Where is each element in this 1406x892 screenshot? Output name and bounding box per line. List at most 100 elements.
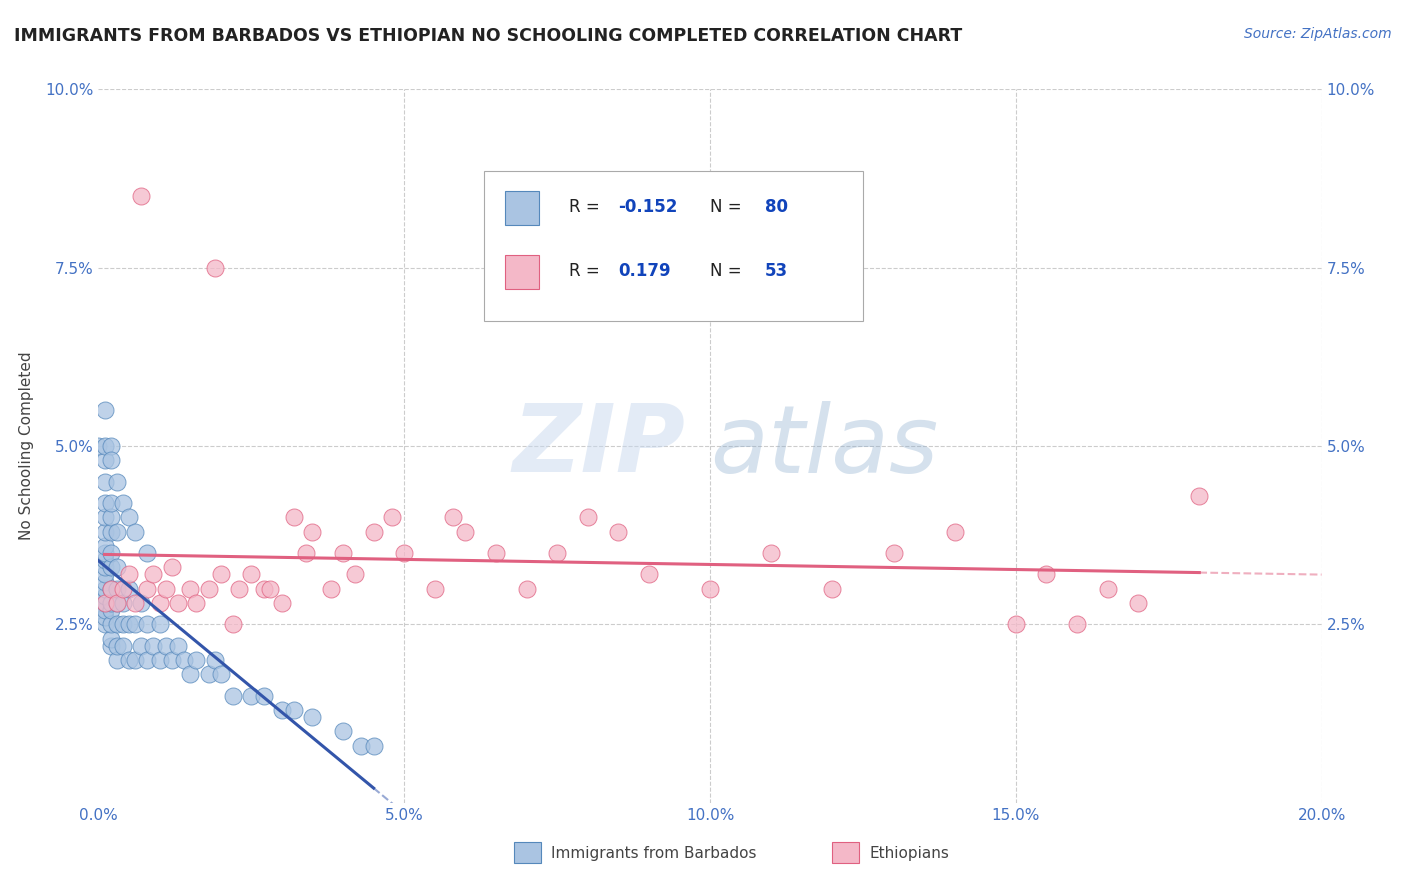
Point — [160, 653, 183, 667]
Text: R =: R = — [569, 198, 606, 216]
Point — [105, 653, 128, 667]
Point — [136, 653, 159, 667]
Point — [93, 510, 115, 524]
Point — [149, 617, 172, 632]
Point — [100, 510, 122, 524]
Point — [270, 703, 292, 717]
Point — [87, 596, 110, 610]
Point — [228, 582, 250, 596]
Point — [155, 582, 177, 596]
Point — [344, 567, 367, 582]
Point — [363, 739, 385, 753]
Point — [124, 524, 146, 539]
Point — [111, 639, 134, 653]
Point — [1004, 617, 1026, 632]
Point — [252, 689, 274, 703]
FancyBboxPatch shape — [484, 171, 863, 321]
Point — [173, 653, 195, 667]
Point — [93, 524, 115, 539]
Point — [485, 546, 508, 560]
Point — [105, 596, 128, 610]
Point — [100, 617, 122, 632]
Point — [93, 403, 115, 417]
Point — [129, 189, 152, 203]
Point — [100, 496, 122, 510]
Point — [699, 582, 721, 596]
Point — [283, 510, 305, 524]
Point — [167, 639, 190, 653]
Point — [441, 510, 464, 524]
Point — [111, 596, 134, 610]
Point — [167, 596, 190, 610]
Point — [204, 260, 226, 275]
Text: IMMIGRANTS FROM BARBADOS VS ETHIOPIAN NO SCHOOLING COMPLETED CORRELATION CHART: IMMIGRANTS FROM BARBADOS VS ETHIOPIAN NO… — [14, 27, 962, 45]
Point — [149, 653, 172, 667]
Point — [93, 496, 115, 510]
Point — [129, 596, 152, 610]
Point — [93, 439, 115, 453]
Bar — [832, 842, 859, 863]
Text: R =: R = — [569, 262, 606, 280]
Point — [637, 567, 661, 582]
Point — [186, 653, 208, 667]
Point — [240, 689, 263, 703]
Point — [136, 582, 159, 596]
Text: N =: N = — [710, 262, 741, 280]
Point — [124, 653, 146, 667]
Point — [222, 617, 245, 632]
Y-axis label: No Schooling Completed: No Schooling Completed — [20, 351, 34, 541]
Point — [87, 603, 110, 617]
Point — [1188, 489, 1211, 503]
Point — [160, 560, 183, 574]
Text: N =: N = — [710, 198, 741, 216]
Text: 0.179: 0.179 — [619, 262, 671, 280]
Point — [105, 475, 128, 489]
Point — [100, 632, 122, 646]
Point — [252, 582, 274, 596]
Point — [93, 617, 115, 632]
Point — [105, 582, 128, 596]
Point — [319, 582, 342, 596]
Point — [516, 582, 538, 596]
Point — [204, 653, 226, 667]
Point — [209, 667, 232, 681]
Point — [100, 603, 122, 617]
Point — [301, 710, 323, 724]
Point — [100, 453, 122, 467]
Point — [111, 617, 134, 632]
Text: Immigrants from Barbados: Immigrants from Barbados — [551, 846, 756, 861]
Point — [423, 582, 446, 596]
Text: atlas: atlas — [710, 401, 938, 491]
Point — [100, 560, 122, 574]
Point — [105, 617, 128, 632]
Point — [821, 582, 844, 596]
Point — [142, 567, 165, 582]
Point — [118, 582, 141, 596]
Point — [1097, 582, 1119, 596]
Point — [283, 703, 305, 717]
Point — [142, 639, 165, 653]
Point — [100, 524, 122, 539]
Point — [118, 567, 141, 582]
Point — [759, 546, 782, 560]
Point — [93, 567, 115, 582]
Point — [118, 617, 141, 632]
Point — [93, 596, 115, 610]
Point — [1035, 567, 1057, 582]
Point — [93, 546, 115, 560]
Point — [118, 653, 141, 667]
Point — [155, 639, 177, 653]
Point — [105, 596, 128, 610]
Point — [197, 667, 219, 681]
Point — [100, 596, 122, 610]
Point — [124, 617, 146, 632]
Point — [149, 596, 172, 610]
Point — [124, 596, 146, 610]
Point — [209, 567, 232, 582]
Point — [105, 560, 128, 574]
Point — [576, 510, 599, 524]
Bar — [505, 255, 538, 289]
Bar — [505, 191, 538, 225]
Bar — [515, 842, 541, 863]
Point — [332, 546, 354, 560]
